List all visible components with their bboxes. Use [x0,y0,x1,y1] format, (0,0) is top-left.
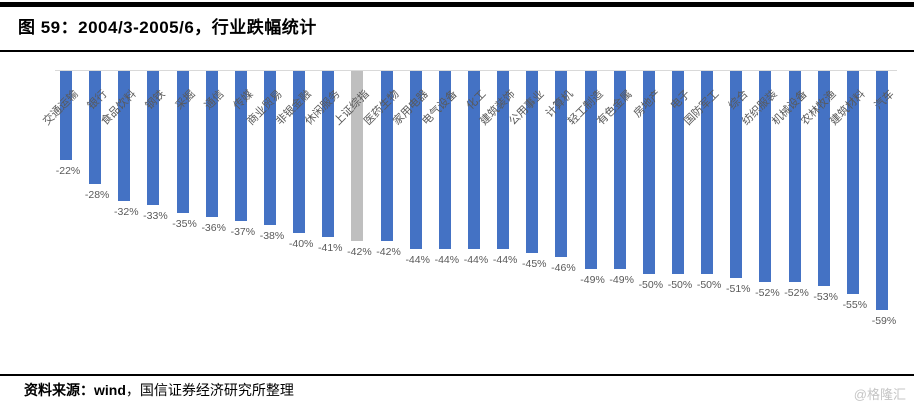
bar [817,71,830,286]
bar [176,71,189,213]
bar-value-label: -51% [726,283,751,295]
bar [555,71,568,257]
bar [322,71,335,237]
bar-value-label: -50% [696,279,722,291]
bar [759,71,772,282]
bar [497,71,510,249]
source-rest: ，国信证券经济研究所整理 [125,384,294,399]
bar [467,71,480,249]
bar-value-label: -44% [492,254,518,266]
top-divider [0,2,914,7]
bar [118,71,131,201]
bar [89,71,102,184]
bar-value-label: -50% [638,279,664,291]
bar [293,71,306,233]
bar-value-label: -38% [259,230,285,242]
bar-value-label: -46% [551,262,576,274]
bar [234,71,247,221]
bar-value-label: -32% [114,206,139,218]
bar-value-label: -36% [201,222,226,234]
bar-value-label: -41% [318,242,343,254]
bar-value-label: -52% [755,287,780,299]
source-label: 资料来源： [24,384,94,399]
category-label: 采掘 [173,88,198,113]
zero-axis-line [55,70,897,71]
bar-value-label: -33% [143,210,168,222]
bar [205,71,218,217]
bar-value-label: -59% [871,315,897,327]
bar [846,71,859,294]
bar-value-label: -37% [230,226,256,238]
bar-value-label: -53% [813,291,838,303]
bar [60,71,72,160]
bar [642,71,655,274]
bar-value-label: -44% [434,254,460,266]
bar-highlight [351,71,364,241]
bar [730,71,743,278]
chart-title: 图 59：2004/3-2005/6，行业跌幅统计 [18,18,317,37]
bar-value-label: -49% [580,274,605,286]
bar [701,71,714,274]
footer-divider [0,374,914,376]
bar-value-label: -40% [288,238,314,250]
bar [263,71,276,225]
bar [380,71,393,241]
category-label: 钢铁 [144,88,169,113]
bar [438,71,451,249]
bar [526,71,539,253]
bar-value-label: -42% [376,246,401,258]
category-label: 汽车 [872,88,897,113]
category-label: 通信 [202,88,227,113]
bar [671,71,684,274]
bar-value-label: -42% [347,246,372,258]
bar [584,71,597,269]
bar [409,71,422,249]
bar-value-label: -49% [609,274,634,286]
bar-value-label: -22% [55,165,81,177]
bar-value-label: -44% [463,254,489,266]
bar-value-label: -52% [784,287,809,299]
bar-value-label: -35% [172,218,197,230]
bar-value-label: -44% [405,254,430,266]
bar-value-label: -55% [842,299,868,311]
bar [613,71,626,269]
bar [147,71,160,205]
bar [788,71,801,282]
bar [875,71,888,310]
source-wind: wind [94,382,126,398]
source-note: 资料来源：wind，国信证券经济研究所整理 [24,380,294,400]
bar-value-label: -45% [522,258,547,270]
title-divider [0,50,914,52]
watermark: @格隆汇 [853,387,906,402]
bar-value-label: -50% [667,279,693,291]
bar-value-label: -28% [84,189,110,201]
